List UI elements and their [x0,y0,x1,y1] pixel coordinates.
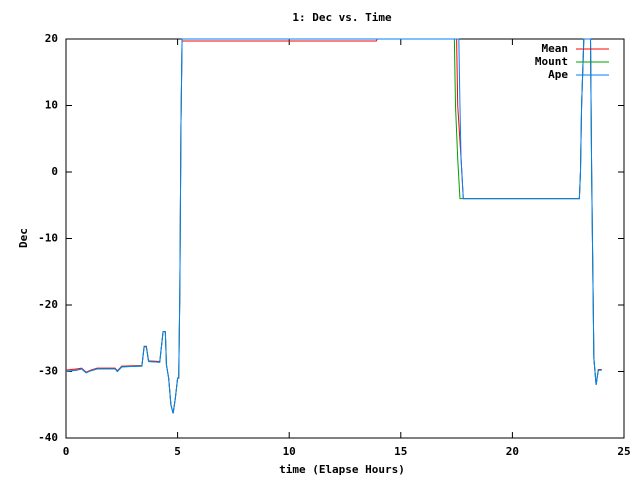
y-tick-label: -20 [38,298,58,311]
legend-label: Ape [548,68,568,81]
chart-title: 1: Dec vs. Time [292,11,392,24]
x-tick-label: 5 [174,445,181,458]
y-tick-label: -30 [38,365,58,378]
y-tick-label: 0 [51,165,58,178]
y-tick-label: 10 [45,99,58,112]
legend-label: Mount [535,55,568,68]
y-axis-label: Dec [17,228,30,248]
x-tick-label: 10 [283,445,296,458]
y-tick-label: 20 [45,32,58,45]
series-line [65,38,602,414]
x-tick-label: 15 [394,445,407,458]
legend-label: Mean [542,42,569,55]
x-axis-label: time (Elapse Hours) [279,463,405,476]
x-tick-label: 0 [63,445,70,458]
y-tick-label: -40 [38,431,58,444]
x-tick-label: 25 [617,445,630,458]
y-tick-label: -10 [38,232,58,245]
x-tick-label: 20 [506,445,519,458]
